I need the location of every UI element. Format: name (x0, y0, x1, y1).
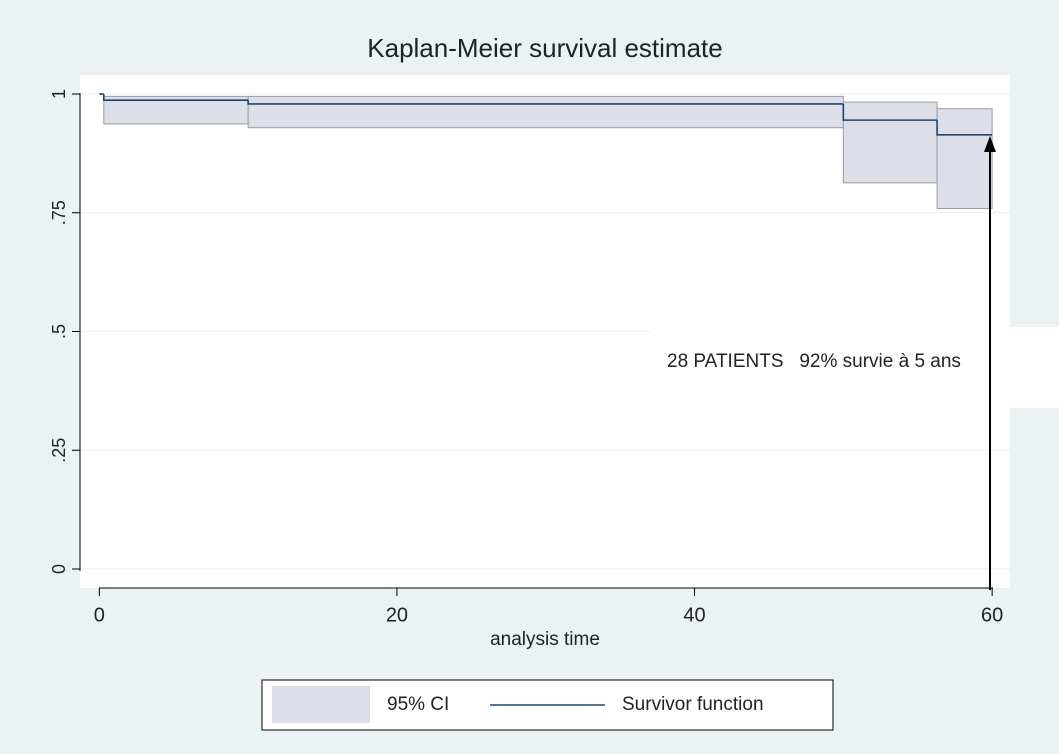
ci-band (842, 101, 938, 184)
survival-step (103, 94, 249, 101)
ci-band (936, 108, 993, 209)
legend-label: Survivor function (622, 694, 764, 715)
y-tick-label: .75 (49, 200, 69, 225)
annotation: 28 PATIENTS 92% survie à 5 ans (667, 351, 961, 372)
x-tick-label: 0 (94, 604, 105, 626)
chart-title: Kaplan-Meier survival estimate (367, 33, 722, 63)
axes: 0 .25 .5 .75 1 0 20 40 60 (49, 89, 1004, 626)
y-tick-label: 1 (49, 89, 69, 99)
y-tick-label: .25 (49, 438, 69, 463)
marks (99, 93, 993, 209)
ci-band (247, 95, 844, 129)
legend-swatch (272, 686, 370, 723)
x-axis-label: analysis time (490, 629, 600, 650)
arrow-head (984, 136, 996, 152)
x-tick-label: 40 (683, 604, 705, 626)
y-tick-label: .5 (49, 324, 69, 339)
legend-label: 95% CI (387, 694, 449, 715)
survival-step (247, 100, 844, 105)
x-tick-label: 20 (386, 604, 408, 626)
y-tick-label: 0 (49, 564, 69, 574)
x-tick-label: 60 (981, 604, 1003, 626)
survival-step (842, 103, 938, 121)
survival-step (936, 120, 993, 136)
